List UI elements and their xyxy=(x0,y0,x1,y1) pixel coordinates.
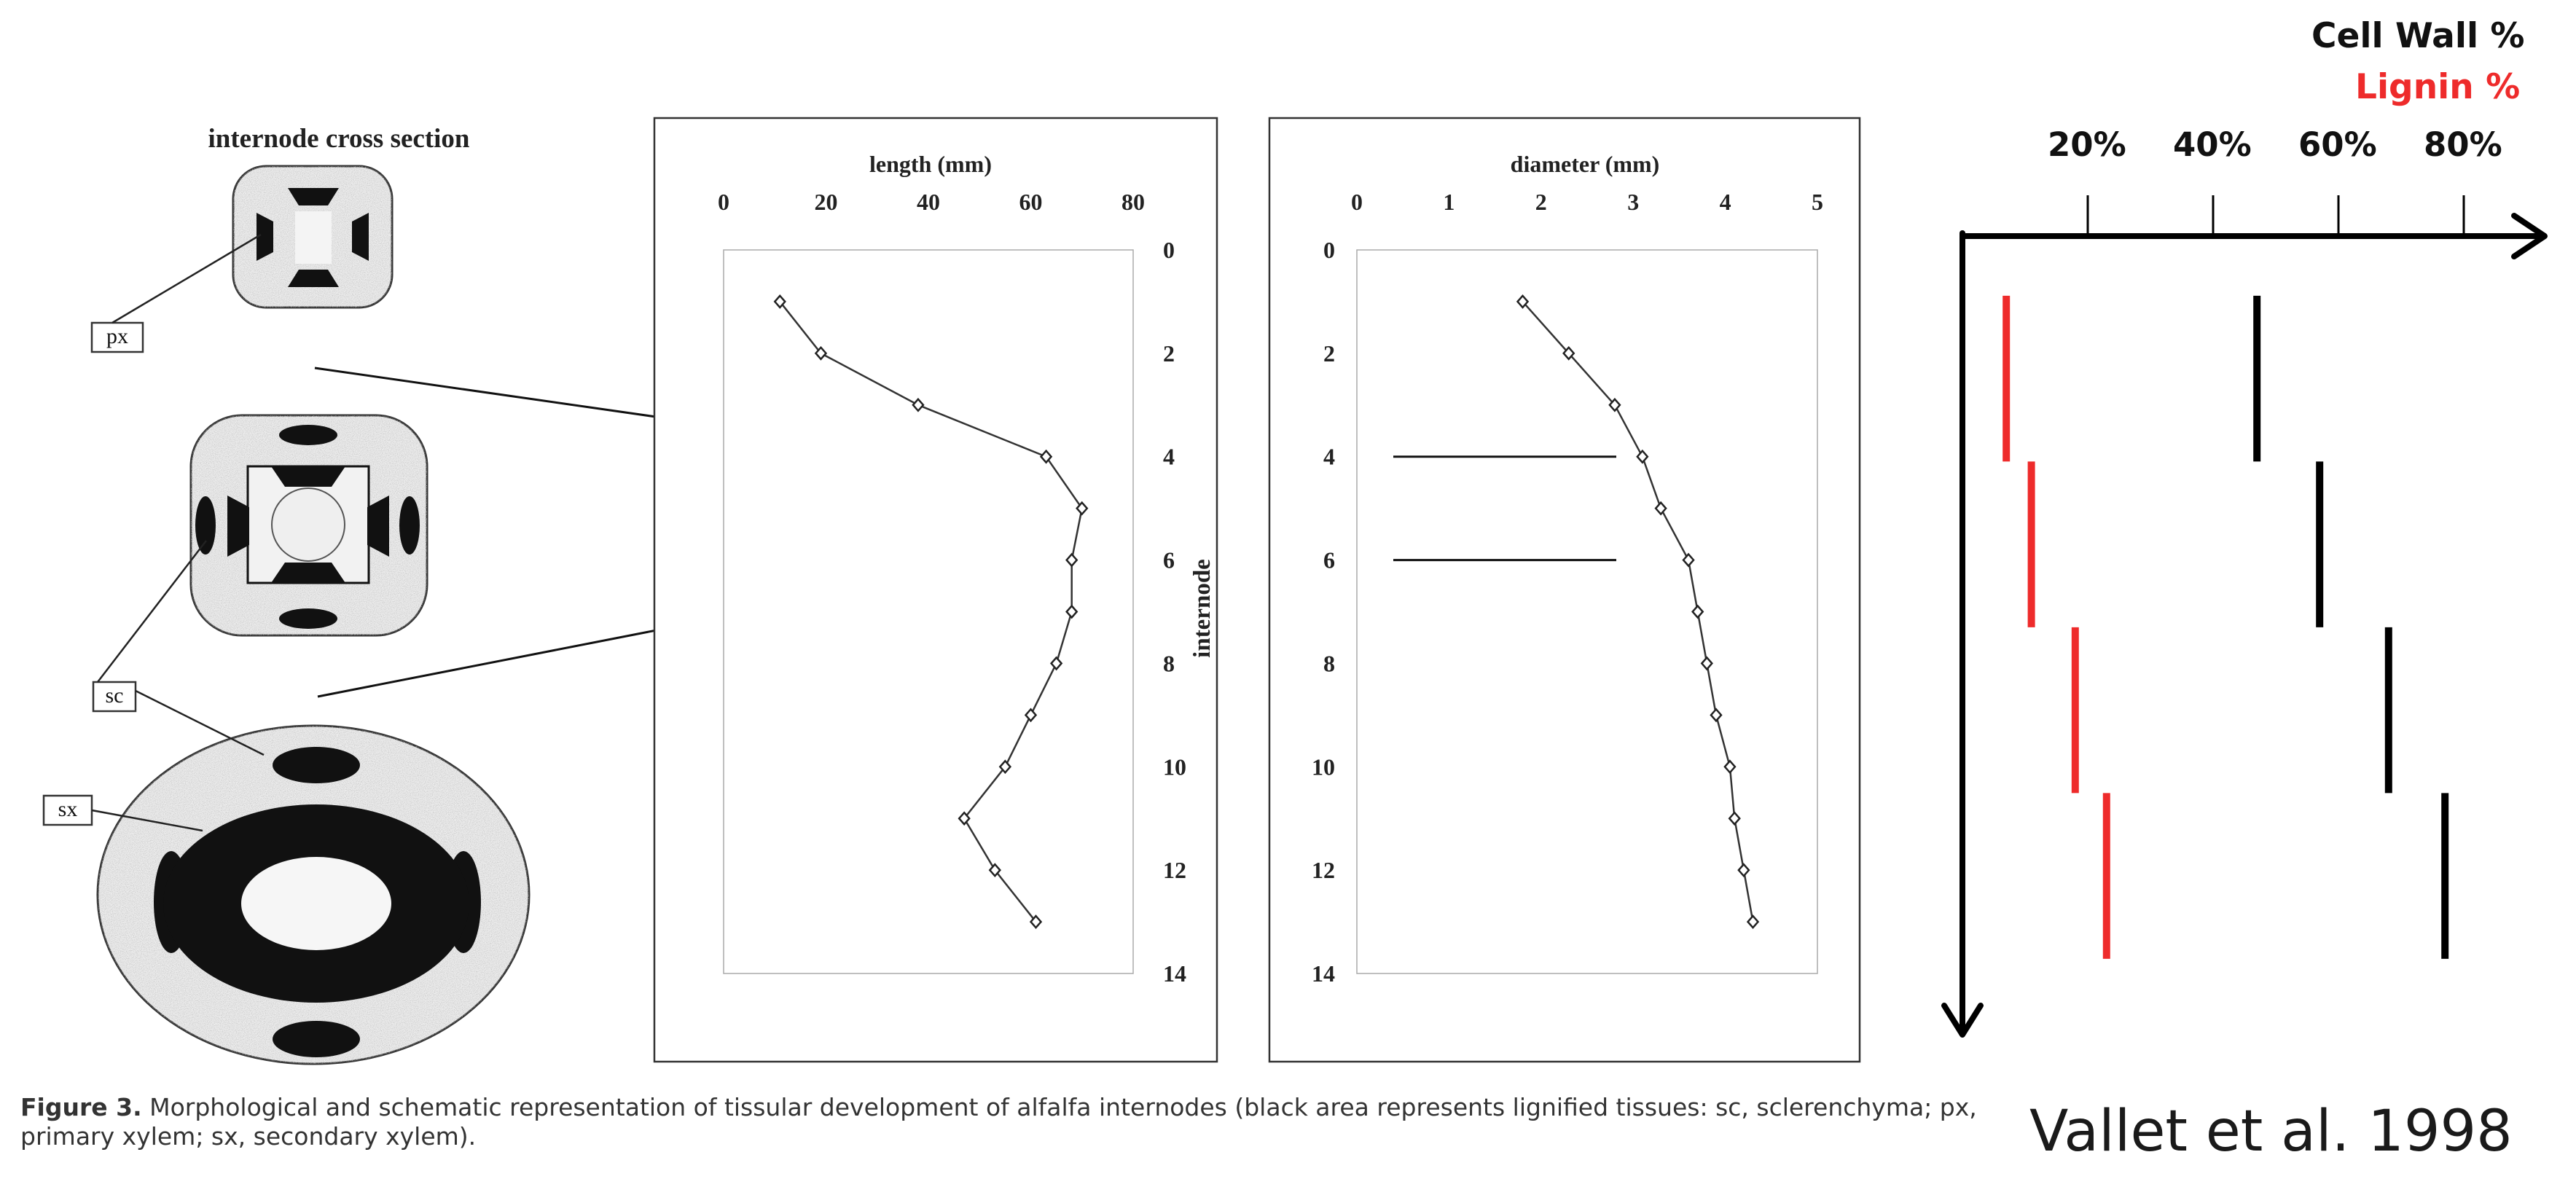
citation: Vallet et al. 1998 xyxy=(2029,1099,2513,1164)
young-internode-section xyxy=(232,165,394,309)
data-point xyxy=(1024,708,1038,723)
diameter-plot-area xyxy=(1356,249,1818,974)
x-tick-label: 0 xyxy=(1351,189,1363,215)
x-tick-label: 1 xyxy=(1443,189,1455,215)
label-sx: sx xyxy=(42,794,93,826)
svg-text:sx: sx xyxy=(58,797,78,821)
data-point xyxy=(1700,656,1713,671)
data-point xyxy=(1636,449,1649,464)
y-tick-label: 2 xyxy=(1323,340,1335,367)
data-point xyxy=(1691,604,1704,619)
data-point xyxy=(1039,449,1053,464)
data-point xyxy=(998,759,1012,775)
data-point xyxy=(1065,604,1078,619)
x-tick-label: 3 xyxy=(1627,189,1639,215)
data-point xyxy=(1728,811,1741,826)
x-tick-label: 60 xyxy=(1019,189,1043,215)
data-point xyxy=(1682,552,1695,568)
pointer-lines xyxy=(91,233,265,832)
y-tick-label: 6 xyxy=(1163,547,1175,573)
cross-section-diagrams: internode cross section xyxy=(42,124,999,1065)
data-point xyxy=(1710,708,1723,723)
y-tick-label: 10 xyxy=(1312,753,1335,780)
data-point xyxy=(912,397,925,412)
y-tick-label: 4 xyxy=(1163,444,1175,470)
length-chart: length (mm) 0 20 40 60 80 0 2 4 6 8 10 12 14 intern… xyxy=(653,117,1218,1063)
diameter-chart-frame xyxy=(1268,117,1861,1063)
x-tick-label: 4 xyxy=(1720,189,1731,215)
label-px: px xyxy=(90,321,144,353)
y-tick-label: 8 xyxy=(1323,650,1335,676)
data-point xyxy=(1654,501,1667,516)
data-point xyxy=(1723,759,1737,775)
length-chart-title: length (mm) xyxy=(869,151,992,177)
data-point xyxy=(1562,345,1575,361)
cross-section-title: internode cross section xyxy=(208,124,470,154)
x-tick-label: 2 xyxy=(1535,189,1547,215)
figure-caption: Figure 3. Morphological and schematic re… xyxy=(20,1093,1988,1151)
x-tick-label: 5 xyxy=(1812,189,1823,215)
bar-x-tick-label: 20% xyxy=(2048,125,2126,164)
data-point xyxy=(1516,294,1530,309)
mature-internode-section xyxy=(96,724,531,1065)
y-tick-label: 2 xyxy=(1163,340,1175,367)
x-tick-label: 40 xyxy=(917,189,940,215)
y-tick-label: 4 xyxy=(1323,444,1335,470)
data-point xyxy=(988,863,1001,878)
cell-wall-lignin-chart xyxy=(1941,195,2548,1038)
figure-caption-text: Morphological and schematic representati… xyxy=(20,1093,1977,1151)
data-point xyxy=(1746,914,1760,929)
diameter-chart-title: diameter (mm) xyxy=(1511,151,1660,177)
data-point xyxy=(1608,397,1621,412)
x-tick-label: 0 xyxy=(718,189,729,215)
y-tick-label: 12 xyxy=(1163,857,1186,883)
data-point xyxy=(1737,863,1750,878)
data-point xyxy=(1065,552,1078,568)
bar-x-tick-label: 60% xyxy=(2298,125,2377,164)
x-tick-label: 20 xyxy=(815,189,838,215)
lignin-title: Lignin % xyxy=(2355,67,2521,107)
y-tick-label: 14 xyxy=(1312,960,1335,987)
data-point xyxy=(773,294,786,309)
y-tick-label: 0 xyxy=(1163,237,1175,263)
y-tick-label: 0 xyxy=(1323,237,1335,263)
figure-caption-lead: Figure 3. xyxy=(20,1093,142,1121)
y-tick-label: 10 xyxy=(1163,753,1186,780)
label-sc: sc xyxy=(92,681,137,713)
y-tick-label: 12 xyxy=(1312,857,1335,883)
data-point xyxy=(958,811,971,826)
bar-x-tick-label: 40% xyxy=(2173,125,2252,164)
data-point xyxy=(1049,656,1063,671)
cell-wall-title: Cell Wall % xyxy=(2311,16,2525,56)
internode-axis-label: internode xyxy=(1189,559,1215,658)
y-tick-label: 8 xyxy=(1163,650,1175,676)
bars-axes xyxy=(1941,213,2548,1038)
svg-text:sc: sc xyxy=(106,683,124,708)
x-tick-label: 80 xyxy=(1121,189,1145,215)
data-point xyxy=(814,345,828,361)
intermediate-internode-section xyxy=(189,414,428,637)
svg-text:px: px xyxy=(106,324,128,348)
data-point xyxy=(1029,914,1043,929)
length-chart-frame xyxy=(653,117,1218,1063)
length-plot-area xyxy=(723,249,1134,974)
bar-x-tick-label: 80% xyxy=(2424,125,2502,164)
y-tick-label: 6 xyxy=(1323,547,1335,573)
y-tick-label: 14 xyxy=(1163,960,1186,987)
data-point xyxy=(1076,501,1089,516)
